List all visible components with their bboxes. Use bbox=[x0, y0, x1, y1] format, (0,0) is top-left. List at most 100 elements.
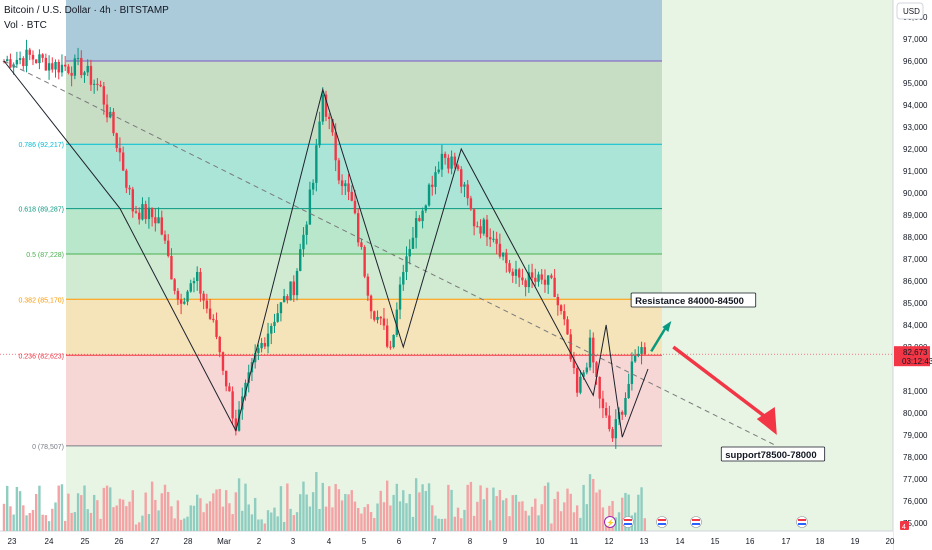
candle-body bbox=[611, 429, 614, 439]
volume-bar bbox=[350, 490, 353, 531]
candle-body bbox=[553, 277, 556, 297]
volume-bar bbox=[360, 513, 363, 531]
pattern-zigzag-line bbox=[3, 60, 649, 438]
y-tick-label: 78,000 bbox=[903, 453, 928, 462]
symbol-title[interactable]: Bitcoin / U.S. Dollar · 4h · BITSTAMP bbox=[4, 5, 169, 16]
candle-body bbox=[637, 353, 640, 356]
volume-bar bbox=[311, 492, 315, 531]
volume-bar bbox=[125, 506, 128, 531]
candle-body bbox=[328, 116, 331, 119]
lightning-glyph: ⚡ bbox=[606, 518, 615, 527]
candle-body bbox=[22, 58, 25, 67]
volume-bar bbox=[614, 517, 617, 531]
candle-body bbox=[505, 252, 508, 264]
volume-bar bbox=[199, 498, 202, 531]
lightning-event-icon[interactable]: ⚡ bbox=[604, 516, 616, 528]
volume-bar bbox=[260, 519, 263, 531]
volume-bar bbox=[489, 520, 492, 531]
volume-bar bbox=[328, 486, 331, 531]
candle-body bbox=[292, 281, 295, 296]
volume-bar bbox=[424, 491, 428, 531]
candle-body bbox=[405, 256, 408, 273]
candle-body bbox=[212, 318, 215, 321]
volume-bar bbox=[379, 490, 382, 531]
candle-body bbox=[604, 408, 608, 416]
y-tick-label: 90,000 bbox=[903, 189, 928, 198]
us-event-flag-icon[interactable] bbox=[796, 516, 808, 528]
us-event-flag-icon[interactable] bbox=[622, 516, 634, 528]
volume-bar bbox=[31, 510, 35, 531]
volume-bar bbox=[279, 486, 283, 531]
projection-down-arrow bbox=[672, 345, 772, 423]
currency-button[interactable]: USD bbox=[896, 2, 924, 20]
volume-bar bbox=[173, 518, 176, 531]
event-ring bbox=[604, 516, 616, 528]
volume-bar bbox=[405, 503, 408, 531]
volume-bar bbox=[482, 499, 485, 531]
volume-bar bbox=[315, 472, 318, 531]
candle-body bbox=[347, 183, 350, 192]
candle-body bbox=[595, 362, 598, 377]
volume-bar bbox=[183, 518, 186, 531]
x-tick-label: 2 bbox=[257, 537, 262, 546]
volume-bar bbox=[160, 493, 163, 531]
logo-square bbox=[900, 521, 909, 530]
y-tick-label: 96,000 bbox=[903, 57, 928, 66]
x-tick-label: 5 bbox=[362, 537, 367, 546]
candle-body bbox=[498, 243, 502, 257]
volume-bar bbox=[154, 499, 157, 531]
x-tick-label: 15 bbox=[711, 537, 720, 546]
volume-bar bbox=[498, 489, 502, 531]
candle-body bbox=[176, 290, 180, 300]
candle-body bbox=[437, 169, 440, 173]
candle-body bbox=[495, 238, 498, 244]
candle-body bbox=[86, 65, 89, 73]
volume-bar bbox=[2, 503, 6, 531]
volume-bar bbox=[340, 500, 344, 531]
volume-bar bbox=[9, 506, 12, 531]
volume-bar bbox=[28, 513, 31, 531]
candle-body bbox=[543, 279, 547, 285]
volume-bar bbox=[553, 498, 556, 531]
candle-body bbox=[392, 334, 395, 348]
volume-bar bbox=[308, 506, 312, 531]
economic-events: ⚡ bbox=[604, 516, 808, 528]
candle-body bbox=[308, 189, 312, 225]
volume-bar bbox=[550, 523, 553, 531]
volume-label[interactable]: Vol · BTC bbox=[4, 20, 47, 31]
candle-body bbox=[170, 255, 173, 280]
candle-body bbox=[286, 296, 289, 301]
candle-body bbox=[340, 180, 344, 187]
volume-bar bbox=[253, 497, 257, 531]
volume-bar bbox=[585, 504, 589, 531]
volume-bar bbox=[318, 509, 321, 531]
volume-bar bbox=[54, 502, 57, 531]
candle-body bbox=[627, 383, 630, 398]
candle-body bbox=[118, 148, 122, 153]
us-event-flag-icon[interactable] bbox=[690, 516, 702, 528]
x-tick-label: 9 bbox=[503, 537, 508, 546]
candle-body bbox=[35, 59, 38, 64]
volume-bar bbox=[402, 490, 405, 531]
candle-body bbox=[109, 111, 112, 118]
volume-bar bbox=[163, 484, 167, 531]
flag-stripe bbox=[658, 523, 666, 525]
candle-body bbox=[546, 275, 550, 285]
candle-body bbox=[115, 133, 118, 149]
candle-body bbox=[183, 301, 186, 304]
candle-body bbox=[163, 234, 167, 241]
volume-bar bbox=[41, 514, 44, 531]
candle-body bbox=[276, 313, 279, 322]
us-event-flag-icon[interactable] bbox=[656, 516, 668, 528]
candle-body bbox=[453, 156, 456, 166]
candle-body bbox=[282, 296, 286, 303]
price-tag-box bbox=[894, 346, 930, 367]
candle-body bbox=[221, 352, 225, 371]
volume-bar bbox=[450, 489, 453, 531]
volume-bar bbox=[537, 515, 540, 531]
volume-bars bbox=[2, 472, 646, 531]
candle-body bbox=[257, 348, 260, 354]
volume-bar bbox=[299, 494, 302, 531]
volume-bar bbox=[617, 512, 621, 531]
